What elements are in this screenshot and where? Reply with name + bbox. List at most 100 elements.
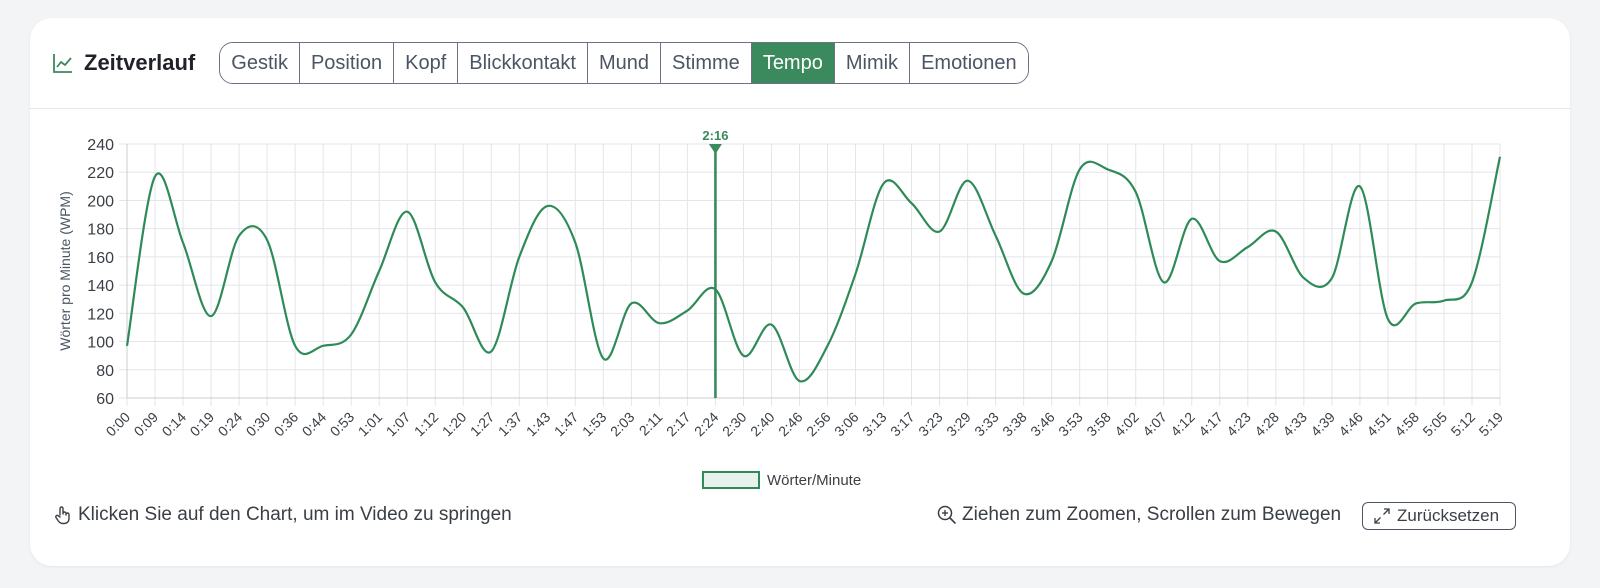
data-point[interactable] [516,254,522,260]
x-tick-label: 4:51 [1363,409,1394,440]
pointer-hand-icon [55,506,70,525]
data-point[interactable] [208,313,214,319]
data-point[interactable] [993,233,999,239]
reset-label: Zurücksetzen [1397,506,1500,525]
x-tick-label: 3:23 [915,409,946,440]
zoom-hint: Ziehen zum Zoomen, Scrollen zum Bewegen [936,504,1341,526]
x-tick-label: 3:33 [971,409,1002,440]
data-point[interactable] [180,240,186,246]
data-point[interactable] [1217,258,1223,264]
x-tick-label: 1:27 [467,409,498,440]
y-tick-label: 240 [87,137,114,154]
x-tick-label: 4:46 [1335,409,1366,440]
x-tick-label: 3:17 [887,409,918,440]
tab-blickkontakt[interactable]: Blickkontakt [458,43,588,83]
data-point[interactable] [1385,316,1391,322]
x-tick-label: 0:19 [187,409,218,440]
data-point[interactable] [236,233,242,239]
data-point[interactable] [124,343,130,349]
data-point[interactable] [1077,166,1083,172]
data-point[interactable] [1049,258,1055,264]
data-point[interactable] [264,237,270,243]
data-point[interactable] [825,343,831,349]
data-point[interactable] [544,203,550,209]
data-point[interactable] [488,348,494,354]
click-hint: Klicken Sie auf den Chart, um im Video z… [52,504,512,526]
y-tick-label: 220 [87,165,114,182]
wpm-series-line[interactable] [125,156,1502,383]
time-marker-label: 2:16 [702,128,728,143]
tab-gestik[interactable]: Gestik [220,43,300,83]
card-footer: Klicken Sie auf den Chart, um im Video z… [30,498,1570,558]
data-point[interactable] [881,181,887,187]
data-point[interactable] [656,320,662,326]
data-point[interactable] [1133,189,1139,195]
data-point[interactable] [909,200,915,206]
data-point[interactable] [1105,166,1111,172]
tab-mimik[interactable]: Mimik [834,43,911,83]
x-tick-label: 3:38 [999,409,1030,440]
x-tick-label: 3:58 [1083,409,1114,440]
data-point[interactable] [684,308,690,314]
data-point[interactable] [404,209,410,215]
x-tick-label: 2:30 [719,409,750,440]
data-point[interactable] [853,271,859,277]
tab-position[interactable]: Position [299,43,395,83]
x-tick-label: 0:00 [103,409,134,440]
data-point[interactable] [1021,291,1027,297]
data-point[interactable] [1413,300,1419,306]
title-group: Zeitverlauf [52,50,195,76]
data-point[interactable] [768,322,774,328]
data-point[interactable] [1441,298,1447,304]
data-point[interactable] [152,173,158,179]
data-point[interactable] [432,279,438,285]
data-point[interactable] [1189,216,1195,222]
data-point[interactable] [600,355,606,361]
x-tick-label: 0:53 [327,409,358,440]
data-point[interactable] [796,378,802,384]
y-tick-label: 160 [87,250,114,267]
x-tick-label: 0:14 [159,409,190,440]
reset-zoom-button[interactable]: Zurücksetzen [1362,502,1516,530]
data-point[interactable] [292,343,298,349]
tab-emotionen[interactable]: Emotionen [910,43,1028,83]
data-point[interactable] [460,305,466,311]
data-point[interactable] [1497,154,1503,160]
zoom-in-icon [937,505,956,524]
time-marker-handle[interactable] [708,144,722,154]
y-tick-label: 140 [87,278,114,295]
x-tick-label: 4:28 [1251,409,1282,440]
data-point[interactable] [572,240,578,246]
data-point[interactable] [1329,275,1335,281]
data-point[interactable] [1273,228,1279,234]
x-tick-label: 0:30 [243,409,274,440]
data-point[interactable] [320,343,326,349]
x-tick-label: 1:07 [383,409,414,440]
x-tick-label: 1:37 [495,409,526,440]
tempo-line-chart[interactable]: 60 80 100 120 140 160 180 200 220 240 0:000:090:14… [30,118,1570,498]
data-point[interactable] [1469,279,1475,285]
tab-mund[interactable]: Mund [587,43,662,83]
data-point[interactable] [348,332,354,338]
data-point[interactable] [965,178,971,184]
y-tick-label: 180 [87,222,114,239]
data-point[interactable] [740,353,746,359]
y-tick-label: 100 [87,335,114,352]
data-point[interactable] [1357,183,1363,189]
data-point[interactable] [1161,279,1167,285]
line-chart-icon [53,54,72,73]
legend-swatch [702,471,760,489]
data-point[interactable] [376,268,382,274]
x-tick-label: 4:33 [1279,409,1310,440]
x-tick-label: 0:09 [131,409,162,440]
y-tick-label: 60 [96,391,114,408]
x-tick-label: 4:07 [1139,409,1170,440]
tab-stimme[interactable]: Stimme [661,43,752,83]
chart-area[interactable]: 60 80 100 120 140 160 180 200 220 240 0:00 0:09 0:14… [30,118,1570,498]
data-point[interactable] [1301,275,1307,281]
tab-tempo[interactable]: Tempo [751,43,835,83]
data-point[interactable] [628,300,634,306]
data-point[interactable] [937,228,943,234]
data-point[interactable] [1245,244,1251,250]
tab-kopf[interactable]: Kopf [394,43,459,83]
